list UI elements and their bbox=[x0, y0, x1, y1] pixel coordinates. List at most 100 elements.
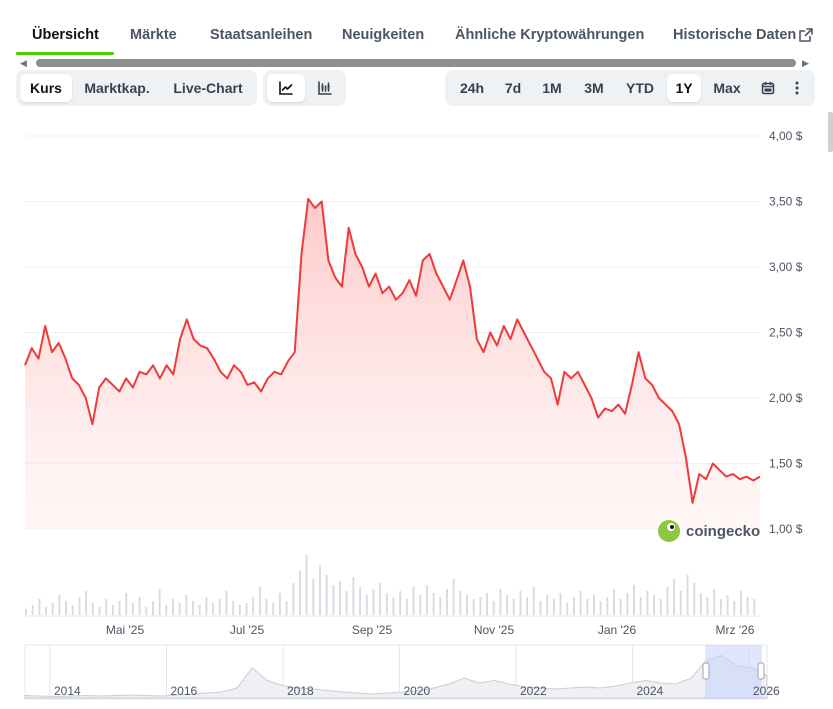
view-live-chart-button[interactable]: Live-Chart bbox=[173, 80, 243, 96]
volume-bar bbox=[740, 591, 742, 615]
navigator-year-label: 2024 bbox=[637, 684, 664, 698]
volume-bar bbox=[613, 589, 615, 615]
price-chart[interactable]: 1,00 $ 1,50 $ 2,00 $ 2,50 $ 3,00 $ 3,50 $ 4,00… bbox=[0, 110, 833, 709]
scrollbar-thumb[interactable] bbox=[36, 59, 796, 67]
volume-bar bbox=[85, 591, 88, 615]
volume-bar bbox=[432, 593, 435, 615]
more-options-icon[interactable] bbox=[789, 80, 805, 96]
time-range-selector: 24h 7d 1M 3M YTD 1Y Max bbox=[445, 70, 815, 106]
volume-bar bbox=[572, 597, 575, 615]
navigator-history-area bbox=[24, 654, 768, 699]
volume-bar bbox=[526, 597, 529, 615]
view-price-button[interactable]: Kurs bbox=[20, 74, 72, 102]
volume-bar bbox=[379, 583, 382, 615]
x-tick-label: Mai '25 bbox=[106, 623, 145, 637]
volume-bar bbox=[405, 599, 408, 615]
range-24h-button[interactable]: 24h bbox=[459, 80, 485, 96]
view-market-cap-button[interactable]: Marktkap. bbox=[84, 80, 150, 96]
volume-bar bbox=[566, 603, 569, 615]
y-tick-label: 1,00 $ bbox=[769, 522, 803, 536]
x-tick-label: Mrz '26 bbox=[716, 623, 755, 637]
price-area bbox=[25, 198, 760, 529]
volume-bar bbox=[359, 587, 362, 615]
volume-bar bbox=[673, 579, 676, 615]
tab-overview[interactable]: Übersicht bbox=[32, 27, 99, 43]
volume-bar bbox=[639, 597, 642, 615]
tab-treasuries[interactable]: Staatsanleihen bbox=[210, 27, 313, 43]
volume-bar bbox=[319, 565, 321, 615]
navigator-year-label: 2018 bbox=[287, 684, 314, 698]
volume-bar bbox=[646, 591, 649, 615]
gecko-icon bbox=[658, 520, 680, 542]
navigator-left-handle[interactable] bbox=[702, 662, 710, 680]
range-max-button[interactable]: Max bbox=[713, 80, 741, 96]
volume-bar bbox=[619, 599, 622, 615]
volume-bar bbox=[218, 599, 221, 615]
volume-bar bbox=[552, 599, 555, 615]
view-toggle: Kurs Marktkap. Live-Chart bbox=[16, 70, 257, 106]
volume-bar bbox=[372, 589, 375, 615]
volume-bar bbox=[225, 591, 228, 615]
tab-news[interactable]: Neuigkeiten bbox=[342, 27, 425, 43]
navigator-selection[interactable] bbox=[705, 645, 762, 699]
volume-bar bbox=[486, 593, 488, 615]
volume-bar bbox=[172, 599, 174, 615]
navigator-year-label: 2014 bbox=[54, 684, 81, 698]
volume-bar bbox=[178, 603, 181, 615]
y-tick-label: 2,00 $ bbox=[769, 391, 803, 405]
scroll-left-icon[interactable]: ◀ bbox=[20, 58, 27, 68]
volume-bar bbox=[419, 595, 422, 615]
volume-bar bbox=[78, 597, 81, 615]
volume-bar bbox=[425, 585, 428, 615]
range-1m-button[interactable]: 1M bbox=[542, 80, 562, 96]
x-tick-label: Nov '25 bbox=[474, 623, 515, 637]
volume-bar bbox=[606, 597, 609, 615]
active-tab-indicator bbox=[16, 52, 114, 55]
volume-bar bbox=[686, 575, 689, 615]
volume-bar bbox=[185, 595, 188, 615]
volume-bar bbox=[71, 605, 74, 615]
volume-bar bbox=[586, 599, 589, 615]
volume-bar bbox=[499, 589, 502, 615]
volume-bar bbox=[579, 591, 582, 615]
range-1y-button[interactable]: 1Y bbox=[667, 74, 701, 102]
tab-historical-data[interactable]: Historische Daten bbox=[673, 27, 797, 43]
volume-bar bbox=[212, 603, 215, 615]
volume-bar bbox=[746, 597, 749, 615]
tab-similar-coins[interactable]: Ähnliche Kryptowährungen bbox=[455, 27, 645, 43]
date-range-button[interactable] bbox=[755, 74, 781, 102]
volume-bar bbox=[125, 593, 128, 615]
x-tick-label: Jul '25 bbox=[230, 623, 265, 637]
volume-bar bbox=[726, 595, 729, 615]
range-3m-button[interactable]: 3M bbox=[584, 80, 604, 96]
volume-bar bbox=[679, 591, 682, 615]
line-chart-button[interactable] bbox=[267, 74, 305, 102]
volume-bar bbox=[265, 599, 268, 615]
volume-bar bbox=[399, 591, 402, 615]
navigator-right-handle[interactable] bbox=[757, 662, 765, 680]
x-tick-label: Jan '26 bbox=[598, 623, 637, 637]
volume-bar bbox=[539, 601, 542, 615]
volume-bar bbox=[25, 609, 27, 615]
scroll-right-icon[interactable]: ▶ bbox=[802, 58, 809, 68]
volume-bar bbox=[205, 597, 208, 615]
external-link-icon[interactable] bbox=[798, 27, 814, 43]
candlestick-chart-button[interactable] bbox=[308, 74, 342, 102]
tab-scrollbar[interactable]: ◀ ▶ bbox=[16, 58, 816, 68]
volume-bar bbox=[479, 597, 482, 615]
volume-bar bbox=[452, 579, 455, 615]
volume-bar bbox=[733, 601, 736, 615]
y-tick-label: 4,00 $ bbox=[769, 129, 803, 143]
page-scrollbar-thumb[interactable] bbox=[828, 112, 833, 152]
volume-bar bbox=[131, 603, 134, 615]
volume-bar bbox=[546, 595, 549, 615]
volume-bar bbox=[258, 587, 261, 615]
volume-bar bbox=[532, 587, 535, 615]
tab-bar: Übersicht Märkte Staatsanleihen Neuigkei… bbox=[0, 0, 833, 56]
volume-bar bbox=[312, 579, 315, 615]
tab-markets[interactable]: Märkte bbox=[130, 27, 177, 43]
range-ytd-button[interactable]: YTD bbox=[626, 80, 654, 96]
coingecko-logo: coingecko bbox=[658, 520, 760, 542]
range-7d-button[interactable]: 7d bbox=[504, 80, 522, 96]
volume-bar bbox=[506, 595, 509, 615]
